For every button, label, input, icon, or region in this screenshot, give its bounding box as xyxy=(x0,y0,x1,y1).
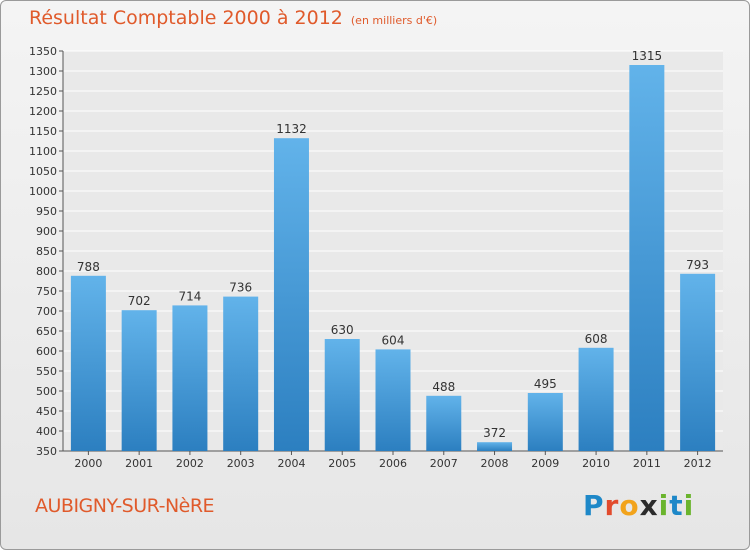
bar-2003 xyxy=(223,296,259,451)
y-tick-label: 1100 xyxy=(29,145,57,158)
bar-2007 xyxy=(426,395,462,451)
logo-letter: t xyxy=(669,489,684,522)
x-tick-label: 2008 xyxy=(481,457,509,470)
x-tick-label: 2010 xyxy=(582,457,610,470)
bars xyxy=(70,65,716,451)
bar-2006 xyxy=(375,349,411,451)
y-tick-label: 1050 xyxy=(29,165,57,178)
proxiti-logo: Proxiti xyxy=(583,489,694,522)
x-tick-label: 2002 xyxy=(176,457,204,470)
y-tick-label: 900 xyxy=(36,225,57,238)
y-tick-label: 700 xyxy=(36,305,57,318)
y-tick-label: 1150 xyxy=(29,125,57,138)
logo-letter: i xyxy=(683,489,695,522)
y-tick-label: 800 xyxy=(36,265,57,278)
data-label-2003: 736 xyxy=(229,281,252,295)
y-tick-label: 450 xyxy=(36,405,57,418)
data-label-2007: 488 xyxy=(432,380,455,394)
x-tick-label: 2003 xyxy=(227,457,255,470)
bar-2012 xyxy=(680,273,716,451)
y-tick-label: 550 xyxy=(36,365,57,378)
y-tick-label: 1350 xyxy=(29,45,57,58)
data-label-2012: 793 xyxy=(686,258,709,272)
y-tick-label: 950 xyxy=(36,205,57,218)
x-tick-label: 2000 xyxy=(74,457,102,470)
y-tick-label: 500 xyxy=(36,385,57,398)
logo-letter: i xyxy=(658,489,670,522)
chart-subtitle: (en milliers d'€) xyxy=(350,14,438,27)
data-label-2011: 1315 xyxy=(632,49,663,63)
logo-letter: o xyxy=(619,489,640,522)
y-tick-label: 400 xyxy=(36,425,57,438)
y-tick-label: 350 xyxy=(36,445,57,458)
bar-2008 xyxy=(477,442,513,451)
y-tick-label: 1250 xyxy=(29,85,57,98)
y-tick-label: 750 xyxy=(36,285,57,298)
data-label-2009: 495 xyxy=(534,377,557,391)
x-tick-label: 2001 xyxy=(125,457,153,470)
axes: 350 400 450 500 550 600 650 700 750 800 850 900 950 1… xyxy=(29,45,723,470)
chart-title: Résultat Comptable 2000 à 2012 (en millie… xyxy=(29,7,437,29)
x-tick-label: 2004 xyxy=(277,457,305,470)
y-tick-label: 600 xyxy=(36,345,57,358)
data-label-2004: 1132 xyxy=(276,122,307,136)
x-tick-label: 2005 xyxy=(328,457,356,470)
bar-2002 xyxy=(172,305,208,451)
data-label-2008: 372 xyxy=(483,426,506,440)
data-label-2001: 702 xyxy=(128,294,151,308)
bar-2010 xyxy=(578,347,614,451)
bar-2004 xyxy=(273,138,309,451)
commune-name: AUBIGNY-SUR-NèRE xyxy=(35,495,215,517)
chart-title-text: Résultat Comptable 2000 à 2012 xyxy=(29,7,343,29)
bar-2005 xyxy=(324,339,360,451)
x-tick-label: 2009 xyxy=(531,457,559,470)
data-label-2000: 788 xyxy=(77,260,100,274)
data-label-2006: 604 xyxy=(382,333,405,347)
y-tick-label: 1000 xyxy=(29,185,57,198)
y-tick-label: 1200 xyxy=(29,105,57,118)
y-tick-label: 850 xyxy=(36,245,57,258)
data-label-2010: 608 xyxy=(585,332,608,346)
bar-2001 xyxy=(121,310,157,451)
bar-2009 xyxy=(527,393,563,451)
data-labels: 788 702 714 736 1132 630 604 488 372 495 608 1315 79… xyxy=(77,49,709,440)
x-tick-label: 2007 xyxy=(430,457,458,470)
logo-letter: r xyxy=(604,489,620,522)
y-tick-label: 650 xyxy=(36,325,57,338)
y-tick-label: 1300 xyxy=(29,65,57,78)
logo-letter: P xyxy=(583,489,605,522)
x-tick-label: 2011 xyxy=(633,457,661,470)
logo-letter: x xyxy=(639,489,659,522)
x-tick-label: 2006 xyxy=(379,457,407,470)
data-label-2002: 714 xyxy=(178,289,201,303)
x-tick-label: 2012 xyxy=(684,457,712,470)
bar-2000 xyxy=(70,275,106,451)
data-label-2005: 630 xyxy=(331,323,354,337)
bar-2011 xyxy=(629,65,665,451)
